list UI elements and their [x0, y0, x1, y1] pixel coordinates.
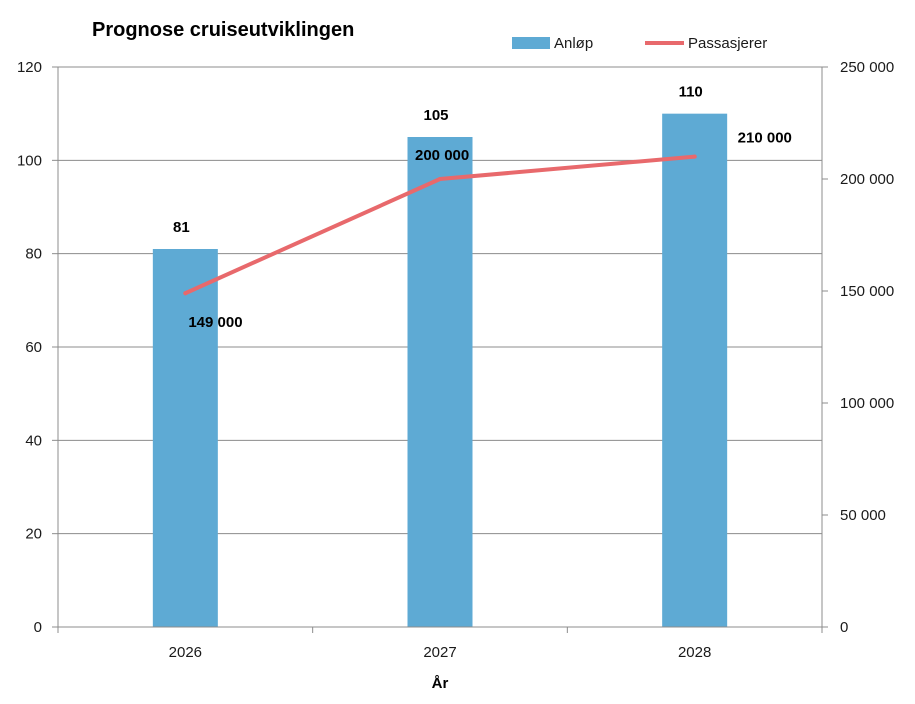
- bar: [662, 113, 728, 627]
- y-tick-label: 20: [25, 526, 42, 543]
- x-tick-label: 2026: [169, 644, 202, 661]
- y2-tick-label: 50 000: [840, 507, 886, 524]
- bar: [407, 137, 473, 627]
- line-point: [183, 291, 188, 296]
- line-data-label: 210 000: [738, 130, 792, 147]
- left-axis-ticks: 0 20 40 60 80 100 120: [17, 59, 58, 636]
- y-tick-label: 60: [25, 339, 42, 356]
- right-axis-ticks: 0 50 000 100 000 150 000 200 000 250 000: [822, 59, 894, 636]
- line-series: [183, 154, 697, 296]
- bar-data-label: 105: [423, 107, 448, 124]
- y-tick-label: 80: [25, 246, 42, 263]
- legend-swatch-bars: [512, 37, 550, 49]
- chart-title: Prognose cruiseutviklingen: [92, 19, 354, 41]
- y-tick-label: 40: [25, 432, 42, 449]
- y2-tick-label: 100 000: [840, 395, 894, 412]
- x-tick-label: 2027: [423, 644, 456, 661]
- bar-data-label: 81: [173, 219, 190, 236]
- y2-tick-label: 150 000: [840, 283, 894, 300]
- line-point: [692, 154, 697, 159]
- y-tick-label: 120: [17, 59, 42, 76]
- legend-label-bars: Anløp: [554, 35, 593, 52]
- y2-tick-label: 0: [840, 619, 848, 636]
- data-labels: 81 105 110 149 000 200 000 210 000: [173, 84, 792, 332]
- bar: [152, 249, 218, 627]
- legend: Anløp Passasjerer: [512, 35, 767, 52]
- y-tick-label: 100: [17, 152, 42, 169]
- line-data-label: 200 000: [415, 147, 469, 164]
- x-tick-label: 2028: [678, 644, 711, 661]
- line-data-label: 149 000: [188, 314, 242, 331]
- y2-tick-label: 200 000: [840, 171, 894, 188]
- y2-tick-label: 250 000: [840, 59, 894, 76]
- legend-label-line: Passasjerer: [688, 35, 767, 52]
- x-axis-ticks: 2026 2027 2028: [57, 627, 823, 661]
- line-point: [438, 177, 442, 181]
- bar-series: [152, 113, 728, 627]
- bar-data-label: 110: [679, 84, 703, 101]
- x-axis-label: År: [432, 675, 449, 692]
- y-tick-label: 0: [34, 619, 42, 636]
